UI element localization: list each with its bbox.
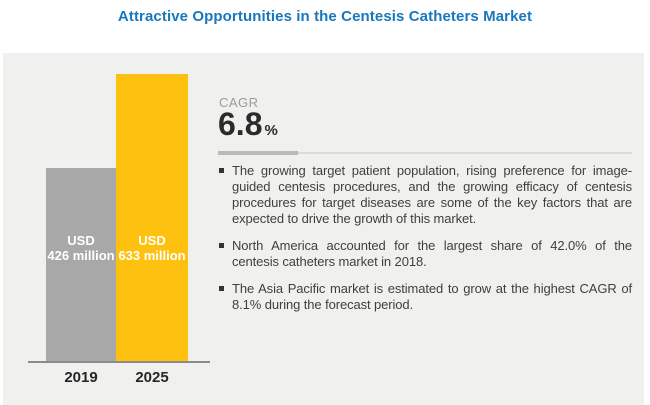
x-axis-line: [28, 361, 210, 363]
cagr-label: CAGR: [219, 95, 259, 110]
x-tick-2019: 2019: [64, 369, 98, 386]
cagr-number: 6.8: [218, 106, 263, 142]
list-item: The Asia Pacific market is estimated to …: [218, 281, 634, 313]
bar-value-currency: USD: [67, 233, 95, 248]
bullet-text: The growing target patient population, r…: [232, 163, 632, 226]
bar-value-label-2019: USD 426 million: [46, 233, 116, 263]
bullet-text: The Asia Pacific market is estimated to …: [232, 281, 632, 312]
bar-2019: [46, 168, 116, 362]
square-bullet-icon: [219, 286, 224, 291]
bar-value-amount: 633 million: [118, 248, 186, 263]
square-bullet-icon: [219, 243, 224, 248]
key-points-list: The growing target patient population, r…: [218, 163, 634, 324]
x-tick-2025: 2025: [135, 369, 169, 386]
bar-value-label-2025: USD 633 million: [116, 233, 188, 263]
divider-line: [218, 151, 632, 155]
bar-value-currency: USD: [138, 233, 166, 248]
cagr-value: 6.8%: [218, 106, 278, 149]
bar-value-amount: 426 million: [47, 248, 115, 263]
bullet-text: North America accounted for the largest …: [232, 238, 632, 269]
list-item: The growing target patient population, r…: [218, 163, 634, 227]
cagr-percent-sign: %: [264, 122, 278, 139]
divider-accent-segment: [218, 151, 298, 155]
page-title: Attractive Opportunities in the Centesis…: [117, 8, 533, 25]
bar-2025: [116, 74, 188, 362]
list-item: North America accounted for the largest …: [218, 238, 634, 270]
square-bullet-icon: [219, 168, 224, 173]
